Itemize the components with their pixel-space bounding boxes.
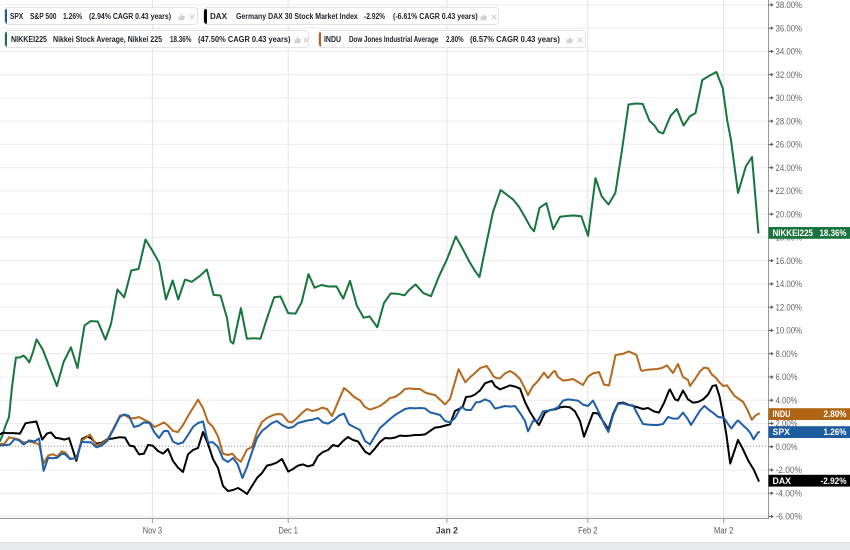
- svg-text:16.00%: 16.00%: [776, 256, 803, 266]
- svg-text:36.00%: 36.00%: [776, 23, 803, 33]
- svg-text:Dec 1: Dec 1: [279, 526, 298, 537]
- svg-text:18.36%: 18.36%: [820, 228, 847, 238]
- svg-text:24.00%: 24.00%: [776, 163, 803, 173]
- svg-text:Jan 2: Jan 2: [436, 526, 458, 537]
- svg-text:10.00%: 10.00%: [776, 326, 803, 336]
- svg-text:22.00%: 22.00%: [776, 186, 803, 196]
- svg-text:Nov 3: Nov 3: [143, 526, 162, 537]
- svg-text:Mar 2: Mar 2: [714, 526, 733, 537]
- svg-text:NIKKEI225: NIKKEI225: [773, 228, 814, 238]
- svg-text:32.00%: 32.00%: [776, 70, 803, 80]
- svg-text:8.00%: 8.00%: [776, 349, 798, 359]
- svg-text:26.00%: 26.00%: [776, 140, 803, 150]
- svg-text:SPX: SPX: [773, 427, 791, 437]
- svg-text:28.00%: 28.00%: [776, 116, 803, 126]
- svg-text:34.00%: 34.00%: [776, 47, 803, 57]
- svg-text:38.00%: 38.00%: [776, 0, 803, 10]
- svg-text:6.00%: 6.00%: [776, 372, 798, 382]
- svg-text:14.00%: 14.00%: [776, 279, 803, 289]
- svg-text:2.80%: 2.80%: [824, 409, 847, 419]
- svg-text:-2.92%: -2.92%: [821, 476, 847, 486]
- svg-text:DAX: DAX: [773, 476, 792, 486]
- svg-text:4.00%: 4.00%: [776, 395, 798, 405]
- svg-text:1.26%: 1.26%: [824, 427, 847, 437]
- svg-text:-4.00%: -4.00%: [776, 488, 803, 498]
- svg-text:0.00%: 0.00%: [776, 442, 798, 452]
- svg-text:30.00%: 30.00%: [776, 93, 803, 103]
- svg-text:INDU: INDU: [773, 409, 791, 419]
- svg-text:Feb 2: Feb 2: [578, 526, 597, 537]
- svg-text:2.00%: 2.00%: [776, 419, 798, 429]
- svg-text:20.00%: 20.00%: [776, 209, 803, 219]
- svg-text:-6.00%: -6.00%: [776, 512, 803, 522]
- svg-text:12.00%: 12.00%: [776, 302, 803, 312]
- svg-text:-2.00%: -2.00%: [776, 465, 803, 475]
